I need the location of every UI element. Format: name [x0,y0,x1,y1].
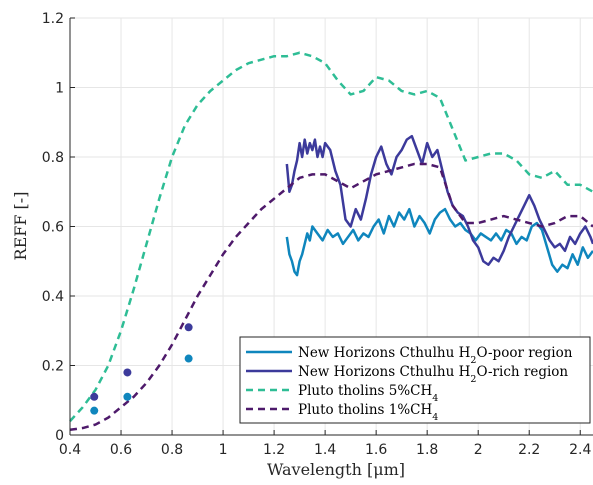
y-tick-label: 0.8 [42,150,64,166]
legend: New Horizons Cthulhu H2O-poor regionNew … [239,336,591,424]
data-point [90,392,99,401]
x-axis-label: Wavelength [μm] [267,460,405,479]
x-tick-label: 1.8 [416,442,438,458]
series-lines [69,51,593,432]
data-points [90,323,193,415]
legend-box [239,336,591,424]
tick-labels: 0.4 0.6 0.8 1 1.2 1.4 1.6 1.8 2 2.2 2.4 0 0.2 0.4 0.6 0… [42,11,592,458]
data-point [184,354,193,363]
x-tick-label: 1.2 [263,442,285,458]
y-tick-label: 0.2 [42,359,64,375]
x-tick-label: 1.6 [365,442,387,458]
y-tick-label: 0.6 [42,220,64,236]
x-tick-label: 2.4 [569,442,591,458]
legend-entry: New Horizons Cthulhu H2O-rich region [298,364,568,385]
legend-entry: Pluto tholins 1%CH4 [298,402,438,423]
y-axis-label: REFF [-] [11,192,30,261]
series-line-3 [69,51,593,422]
y-tick-label: 0 [55,428,64,444]
x-tick-label: 2 [474,442,483,458]
data-point [90,406,99,415]
axis-labels: Wavelength [μm] REFF [-] [11,192,405,479]
y-tick-label: 0.4 [42,289,64,305]
data-point [184,323,193,332]
x-tick-label: 1 [219,442,228,458]
data-point [123,368,132,377]
series-line-4 [69,162,593,432]
x-tick-label: 0.6 [110,442,132,458]
y-tick-label: 1.2 [42,11,64,27]
x-tick-label: 0.4 [59,442,81,458]
legend-entry: New Horizons Cthulhu H2O-poor region [298,345,573,366]
x-tick-label: 1.4 [314,442,336,458]
y-tick-label: 1 [55,81,64,97]
legend-entry: Pluto tholins 5%CH4 [298,383,438,404]
data-point [123,392,132,401]
axes [69,17,593,436]
x-tick-label: 0.8 [161,442,183,458]
x-tick-label: 2.2 [518,442,540,458]
